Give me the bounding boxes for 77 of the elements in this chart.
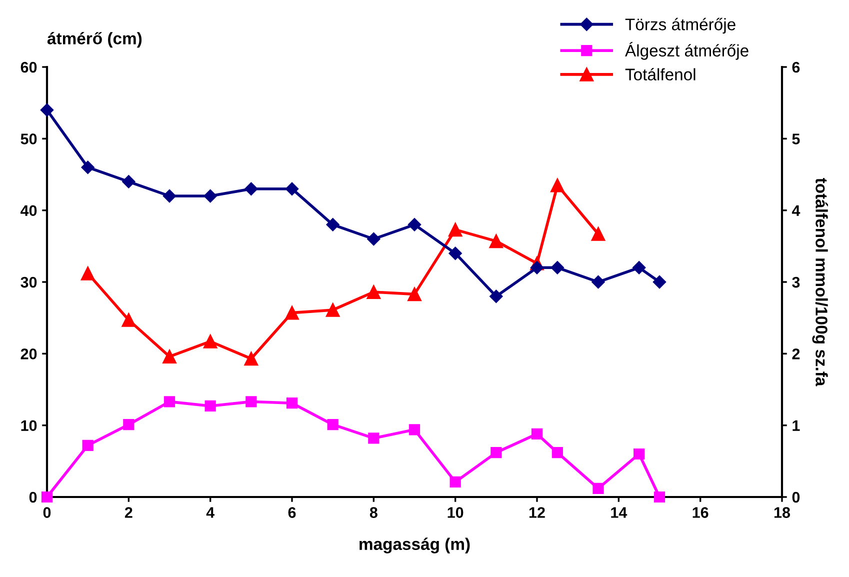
point	[531, 428, 543, 440]
point	[408, 218, 422, 232]
point	[40, 103, 54, 117]
point	[244, 182, 258, 196]
point	[122, 313, 136, 327]
y-tick-label: 10	[21, 420, 37, 432]
y-tick-label: 0	[29, 492, 37, 503]
x-tick-label: 18	[774, 507, 790, 518]
y-tick-label: 30	[20, 276, 37, 288]
y-tick-label: 40	[20, 205, 37, 216]
y-tick-label: 50	[20, 134, 37, 144]
y2-axis-title: totálfenol mmol/100g sz.fa	[812, 178, 828, 386]
y2-tick-label: 3	[792, 276, 800, 288]
point	[164, 396, 176, 408]
x-tick-label: 4	[206, 507, 214, 518]
point	[326, 218, 340, 232]
point	[490, 447, 502, 458]
point	[122, 175, 136, 188]
point	[204, 189, 217, 203]
point	[654, 491, 666, 503]
x-tick-label: 14	[611, 507, 628, 518]
point	[448, 246, 462, 260]
point	[123, 419, 134, 430]
x-tick-label: 16	[692, 507, 708, 518]
y-axis-title: átmérő (cm)	[47, 32, 142, 48]
point	[204, 400, 216, 412]
point	[367, 232, 380, 246]
y2-tick-label: 2	[792, 348, 800, 360]
y2-tick-label: 6	[792, 62, 800, 73]
point	[632, 261, 646, 274]
x-axis-title: magasság (m)	[360, 538, 470, 554]
y-tick-label: 20	[20, 348, 37, 360]
point	[162, 350, 176, 364]
point	[327, 419, 338, 430]
point	[162, 189, 176, 203]
point	[368, 432, 380, 444]
point	[450, 476, 461, 488]
point	[41, 491, 53, 503]
point	[203, 334, 218, 348]
x-tick-label: 12	[529, 507, 545, 518]
x-tick-label: 2	[124, 507, 132, 518]
legend-label: Törzs átmérője	[625, 18, 736, 34]
point	[244, 352, 258, 366]
point	[490, 290, 503, 303]
point	[552, 447, 563, 458]
x-tick-label: 0	[43, 507, 51, 518]
point	[592, 482, 604, 494]
point	[246, 396, 257, 408]
point	[550, 178, 564, 192]
point	[285, 182, 299, 196]
point	[366, 285, 381, 299]
point	[489, 234, 504, 248]
point	[448, 222, 462, 237]
point	[286, 398, 298, 409]
x-tick-label: 10	[448, 507, 464, 518]
point	[285, 306, 299, 320]
x-tick-label: 6	[288, 507, 296, 518]
y-tick-label: 60	[20, 62, 37, 73]
y2-tick-label: 5	[792, 134, 800, 144]
point	[81, 160, 94, 174]
point	[326, 303, 340, 317]
point	[550, 261, 564, 274]
point	[82, 440, 94, 451]
x-tick-label: 8	[370, 507, 378, 518]
point	[652, 275, 666, 289]
y2-tick-label: 1	[792, 420, 800, 431]
point	[408, 424, 420, 436]
y2-tick-label: 4	[792, 205, 800, 216]
legend-label: Totálfenol	[625, 68, 696, 80]
legend-label: Álgeszt átmérője	[625, 42, 748, 60]
point	[408, 287, 422, 302]
y2-tick-label: 0	[792, 492, 800, 503]
point	[80, 266, 95, 280]
point	[591, 227, 606, 241]
point	[530, 261, 544, 274]
point	[592, 275, 605, 289]
point	[634, 448, 645, 460]
